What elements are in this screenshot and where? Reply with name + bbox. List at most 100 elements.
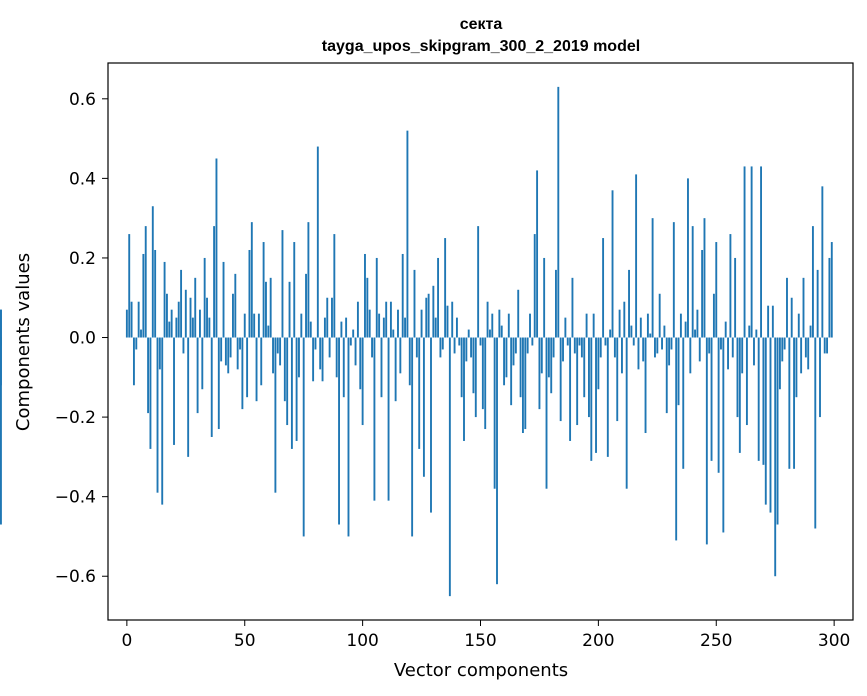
bar-93 bbox=[345, 317, 348, 338]
bar-196 bbox=[588, 337, 590, 418]
bar-234 bbox=[677, 337, 680, 406]
bar-14 bbox=[158, 337, 161, 370]
bar-17 bbox=[166, 293, 168, 338]
bar-243 bbox=[698, 337, 701, 362]
bar-226 bbox=[658, 293, 661, 338]
bar-241 bbox=[694, 329, 696, 338]
bar-135 bbox=[444, 238, 447, 338]
bar-24 bbox=[182, 337, 185, 354]
bar-284 bbox=[795, 337, 798, 398]
bar-95 bbox=[349, 337, 352, 346]
bar-237 bbox=[684, 321, 687, 338]
bar-21 bbox=[175, 317, 178, 338]
bar-187 bbox=[566, 337, 569, 346]
x-axis-ticks: 0 50 100 150 200 250 300 bbox=[121, 620, 850, 651]
bar-33 bbox=[203, 257, 206, 338]
bar-116 bbox=[399, 337, 402, 374]
bar-274 bbox=[771, 305, 774, 338]
bar-225 bbox=[656, 337, 659, 354]
bar-277 bbox=[778, 337, 781, 390]
bar-129 bbox=[430, 337, 432, 513]
bar-68 bbox=[286, 337, 289, 426]
bar-291 bbox=[811, 226, 814, 338]
bar-series bbox=[0, 86, 833, 597]
bar-60 bbox=[267, 325, 270, 338]
bar-297 bbox=[826, 337, 829, 354]
bar-138 bbox=[451, 301, 454, 338]
x-axis-label: Vector components bbox=[394, 660, 568, 681]
bar-75 bbox=[302, 337, 305, 537]
bar-137 bbox=[448, 337, 451, 597]
bar-163 bbox=[510, 337, 513, 406]
bar-28 bbox=[191, 317, 194, 338]
bar-125 bbox=[420, 309, 423, 338]
bar-80 bbox=[314, 337, 317, 350]
bar-11 bbox=[151, 206, 154, 338]
bar-228 bbox=[663, 325, 666, 338]
bar-57 bbox=[260, 337, 263, 386]
bar-250 bbox=[715, 242, 718, 338]
bar-49 bbox=[241, 337, 244, 410]
bar-44 bbox=[229, 337, 232, 358]
bar-56 bbox=[257, 313, 260, 338]
bar-239 bbox=[689, 337, 692, 374]
bar-59 bbox=[265, 281, 267, 338]
bar-74 bbox=[300, 313, 303, 338]
bar-132 bbox=[437, 257, 440, 338]
bar-64 bbox=[276, 337, 279, 354]
bar-180 bbox=[550, 337, 553, 394]
bar-30 bbox=[196, 337, 199, 414]
bar-40 bbox=[220, 337, 223, 362]
bar-176 bbox=[540, 337, 543, 374]
bar-282 bbox=[790, 297, 793, 338]
bar-295 bbox=[821, 186, 824, 338]
y-tick-label: 0.6 bbox=[69, 90, 96, 110]
bar-51 bbox=[246, 337, 249, 398]
bar-292 bbox=[814, 337, 817, 529]
bar-147 bbox=[472, 337, 475, 394]
bar-214 bbox=[630, 325, 633, 338]
bar-36 bbox=[210, 337, 213, 437]
bar-35 bbox=[208, 317, 211, 338]
bar-166 bbox=[517, 289, 520, 338]
bar-96 bbox=[352, 329, 355, 338]
bar-62 bbox=[272, 337, 274, 374]
bar-223 bbox=[651, 218, 654, 338]
bar-299 bbox=[830, 242, 833, 338]
bar-undefined bbox=[0, 337, 2, 525]
bar-201 bbox=[599, 337, 602, 358]
bar-20 bbox=[173, 337, 175, 445]
bar-259 bbox=[736, 337, 739, 418]
bar-222 bbox=[649, 333, 652, 338]
bar-106 bbox=[375, 257, 378, 338]
x-tick-label: 0 bbox=[121, 631, 132, 651]
y-tick-label: −0.6 bbox=[55, 567, 96, 587]
bar-161 bbox=[505, 337, 508, 378]
bar-152 bbox=[484, 337, 487, 430]
bar-238 bbox=[687, 178, 689, 338]
bar-87 bbox=[331, 297, 333, 338]
bar-256 bbox=[729, 234, 732, 338]
bar-155 bbox=[491, 313, 494, 338]
bar-285 bbox=[797, 313, 800, 338]
bar-3 bbox=[132, 337, 135, 386]
bar-235 bbox=[679, 313, 682, 338]
bar-37 bbox=[213, 226, 216, 338]
bar-221 bbox=[646, 313, 649, 338]
bar-117 bbox=[401, 253, 404, 338]
bar-126 bbox=[422, 337, 425, 477]
bar-100 bbox=[361, 337, 364, 426]
bar-199 bbox=[595, 337, 597, 453]
bar-88 bbox=[333, 234, 336, 338]
bar-168 bbox=[521, 337, 524, 434]
x-tick-label: 150 bbox=[464, 631, 496, 651]
bar-144 bbox=[465, 337, 468, 362]
bar-134 bbox=[441, 337, 444, 350]
bar-120 bbox=[408, 337, 411, 386]
bar-104 bbox=[371, 337, 373, 358]
bar-8 bbox=[144, 226, 147, 338]
bar-123 bbox=[415, 337, 418, 358]
bar-167 bbox=[519, 337, 522, 398]
bar-177 bbox=[543, 257, 546, 338]
bar-211 bbox=[623, 301, 626, 338]
